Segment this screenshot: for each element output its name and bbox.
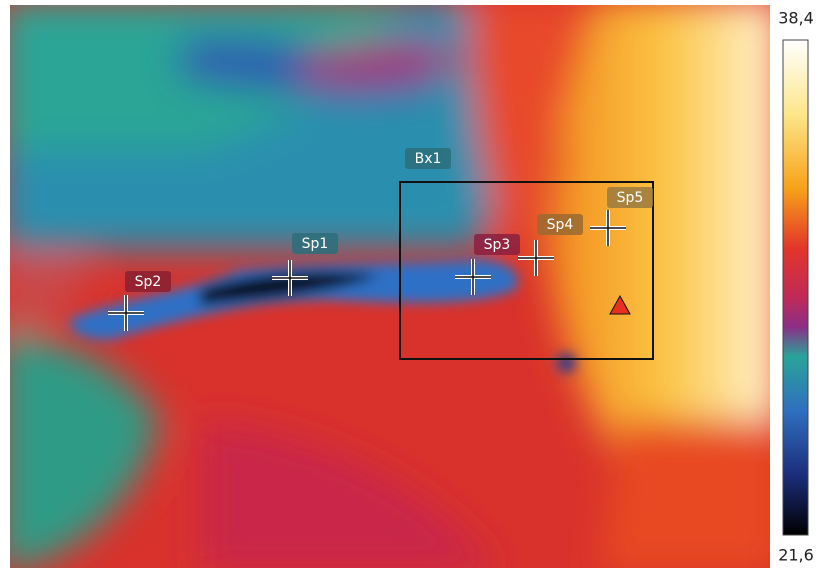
spot-label: Sp4 <box>547 217 574 233</box>
spot-label: Sp1 <box>302 236 329 252</box>
spot-label: Sp2 <box>135 274 162 290</box>
thermal-image <box>0 0 780 573</box>
color-scale <box>783 40 808 535</box>
spot-label: Sp3 <box>484 237 511 253</box>
spot-label: Sp5 <box>617 190 644 206</box>
scale-min: 21,6 <box>778 546 814 565</box>
thermal-screen: 38,4 21,6 Bx1 Sp1 Sp2 Sp3 Sp4 Sp5 <box>0 0 827 573</box>
scale-max: 38,4 <box>778 9 814 28</box>
box-label: Bx1 <box>415 151 442 167</box>
